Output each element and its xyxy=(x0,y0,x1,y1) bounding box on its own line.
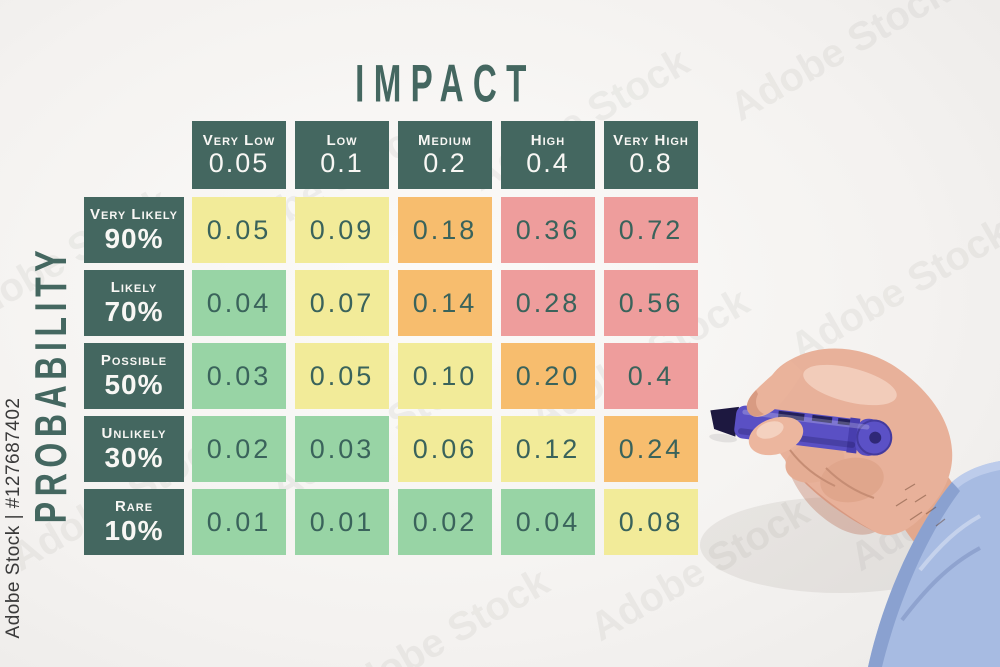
watermark-tile: Adobe Stock xyxy=(722,0,957,130)
risk-cell: 0.72 xyxy=(604,197,698,263)
impact-level-label: Low xyxy=(326,131,358,149)
impact-level-value: 0.1 xyxy=(320,148,364,179)
risk-cell: 0.02 xyxy=(398,489,492,555)
watermark-tile: Adobe Stock xyxy=(322,559,557,667)
risk-cell: 0.08 xyxy=(604,489,698,555)
risk-cell: 0.02 xyxy=(192,416,286,482)
impact-col-header-high: High 0.4 xyxy=(501,121,595,189)
risk-cell: 0.09 xyxy=(295,197,389,263)
probability-level-percent: 70% xyxy=(104,295,164,327)
risk-cell: 0.36 xyxy=(501,197,595,263)
impact-level-label: Very Low xyxy=(202,131,276,149)
risk-cell: 0.03 xyxy=(295,416,389,482)
probability-level-percent: 10% xyxy=(104,514,164,546)
risk-cell: 0.18 xyxy=(398,197,492,263)
impact-col-header-very-high: Very High 0.8 xyxy=(604,121,698,189)
risk-cell: 0.01 xyxy=(192,489,286,555)
impact-level-label: Medium xyxy=(418,131,472,149)
risk-cell: 0.03 xyxy=(192,343,286,409)
probability-level-label: Very Likely xyxy=(90,206,178,224)
watermark-stock-id: Adobe Stock | #127687402 xyxy=(3,397,24,639)
probability-level-label: Rare xyxy=(114,498,154,516)
risk-cell: 0.01 xyxy=(295,489,389,555)
risk-cell: 0.05 xyxy=(192,197,286,263)
risk-cell: 0.05 xyxy=(295,343,389,409)
risk-cell: 0.24 xyxy=(604,416,698,482)
risk-cell: 0.06 xyxy=(398,416,492,482)
risk-cell: 0.14 xyxy=(398,270,492,336)
probability-level-label: Unlikely xyxy=(101,425,167,443)
impact-axis-title-text: IMPACT xyxy=(354,53,536,113)
probability-level-label: Likely xyxy=(110,279,158,297)
risk-cell: 0.56 xyxy=(604,270,698,336)
hand-with-marker-photo xyxy=(700,348,1000,667)
impact-level-value: 0.05 xyxy=(208,148,270,179)
fingers-over-pen xyxy=(746,360,804,456)
risk-cell: 0.04 xyxy=(192,270,286,336)
impact-level-label: Very High xyxy=(613,131,689,149)
impact-level-value: 0.8 xyxy=(629,148,673,179)
shirt-sleeve xyxy=(868,461,1000,667)
probability-row-header-likely: Likely 70% xyxy=(84,270,184,336)
risk-cell: 0.10 xyxy=(398,343,492,409)
probability-level-label: Possible xyxy=(100,352,168,370)
risk-cell: 0.07 xyxy=(295,270,389,336)
probability-level-percent: 30% xyxy=(104,441,164,473)
risk-cell: 0.4 xyxy=(604,343,698,409)
probability-row-header-possible: Possible 50% xyxy=(84,343,184,409)
probability-level-percent: 50% xyxy=(104,368,164,400)
impact-col-header-low: Low 0.1 xyxy=(295,121,389,189)
impact-level-label: High xyxy=(530,131,566,149)
risk-cell: 0.04 xyxy=(501,489,595,555)
probability-row-header-very-likely: Very Likely 90% xyxy=(84,197,184,263)
probability-level-percent: 90% xyxy=(104,222,164,254)
impact-level-value: 0.2 xyxy=(423,148,467,179)
risk-cell: 0.12 xyxy=(501,416,595,482)
risk-cell: 0.28 xyxy=(501,270,595,336)
impact-axis-title: IMPACT xyxy=(192,53,698,113)
probability-row-header-rare: Rare 10% xyxy=(84,489,184,555)
impact-level-value: 0.4 xyxy=(526,148,570,179)
probability-axis-title: PROBABILITY xyxy=(26,244,77,524)
probability-row-header-unlikely: Unlikely 30% xyxy=(84,416,184,482)
impact-col-header-very-low: Very Low 0.05 xyxy=(192,121,286,189)
risk-cell: 0.20 xyxy=(501,343,595,409)
impact-col-header-medium: Medium 0.2 xyxy=(398,121,492,189)
